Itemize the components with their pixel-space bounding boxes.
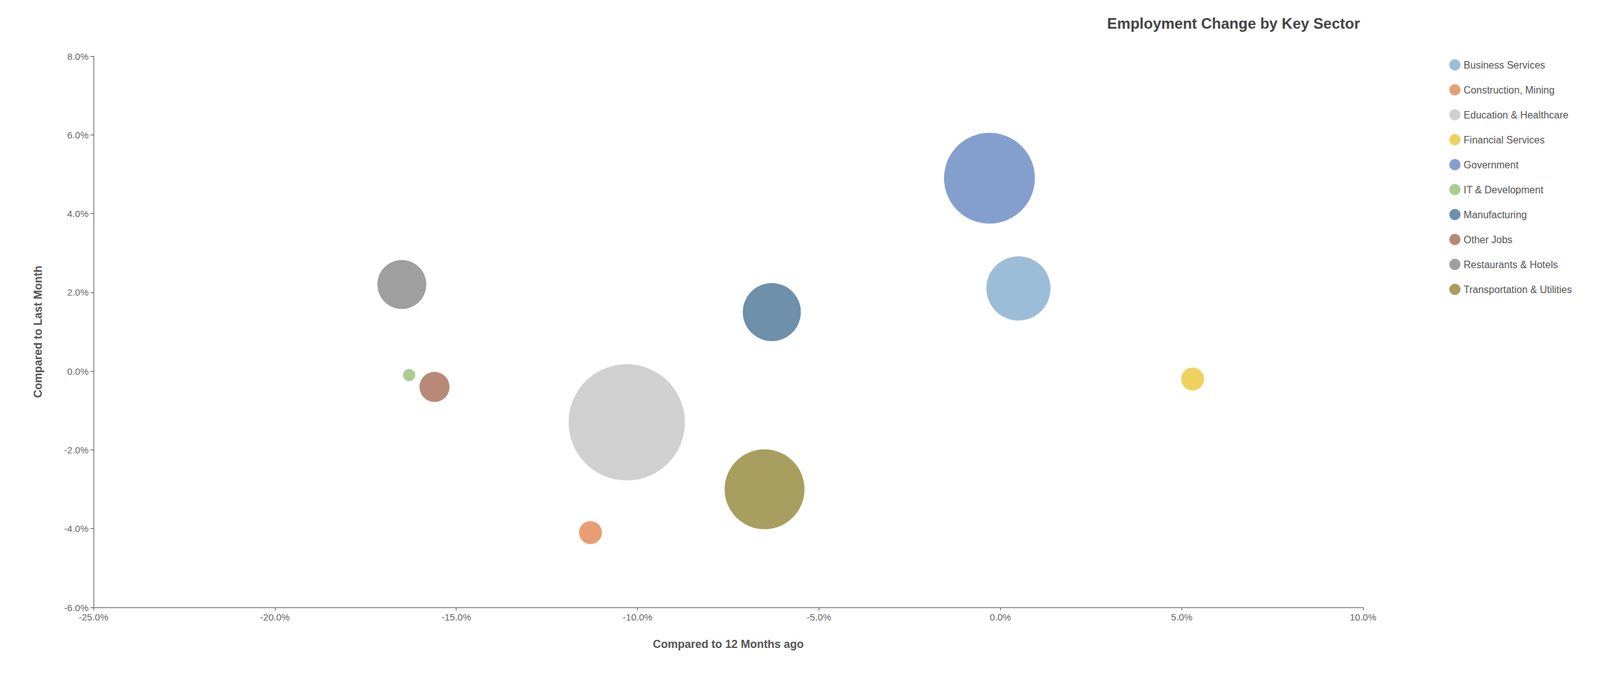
svg-text:Construction, Mining: Construction, Mining bbox=[1463, 84, 1555, 96]
svg-text:4.0%: 4.0% bbox=[67, 208, 89, 219]
svg-text:-10.0%: -10.0% bbox=[622, 611, 653, 623]
svg-text:-6.0%: -6.0% bbox=[64, 602, 89, 613]
svg-text:Compared to 12 Months ago: Compared to 12 Months ago bbox=[652, 637, 804, 651]
svg-text:Business Services: Business Services bbox=[1463, 59, 1546, 71]
svg-text:8.0%: 8.0% bbox=[67, 51, 89, 62]
svg-text:Employment Change by Key Secto: Employment Change by Key Sector bbox=[1107, 14, 1360, 32]
svg-text:0.0%: 0.0% bbox=[67, 366, 89, 377]
svg-text:Transportation & Utilities: Transportation & Utilities bbox=[1463, 284, 1572, 295]
svg-text:-25.0%: -25.0% bbox=[78, 611, 109, 623]
svg-text:-5.0%: -5.0% bbox=[806, 611, 832, 623]
svg-text:Restaurants & Hotels: Restaurants & Hotels bbox=[1463, 259, 1558, 270]
svg-text:Compared to Last Month: Compared to Last Month bbox=[31, 265, 45, 398]
svg-text:0.0%: 0.0% bbox=[989, 611, 1011, 623]
svg-text:2.0%: 2.0% bbox=[67, 286, 89, 298]
svg-text:Other Jobs: Other Jobs bbox=[1463, 234, 1513, 246]
svg-text:Manufacturing: Manufacturing bbox=[1463, 209, 1527, 221]
svg-text:Financial Services: Financial Services bbox=[1463, 134, 1545, 146]
svg-text:6.0%: 6.0% bbox=[67, 129, 89, 141]
svg-text:5.0%: 5.0% bbox=[1171, 611, 1193, 623]
svg-text:-4.0%: -4.0% bbox=[64, 523, 89, 534]
svg-text:-15.0%: -15.0% bbox=[441, 611, 472, 623]
svg-text:Government: Government bbox=[1463, 159, 1519, 171]
svg-text:-20.0%: -20.0% bbox=[260, 611, 290, 623]
svg-text:IT & Development: IT & Development bbox=[1463, 184, 1544, 196]
svg-text:10.0%: 10.0% bbox=[1349, 611, 1377, 623]
svg-text:-2.0%: -2.0% bbox=[64, 444, 89, 456]
svg-text:Education & Healthcare: Education & Healthcare bbox=[1463, 109, 1569, 121]
